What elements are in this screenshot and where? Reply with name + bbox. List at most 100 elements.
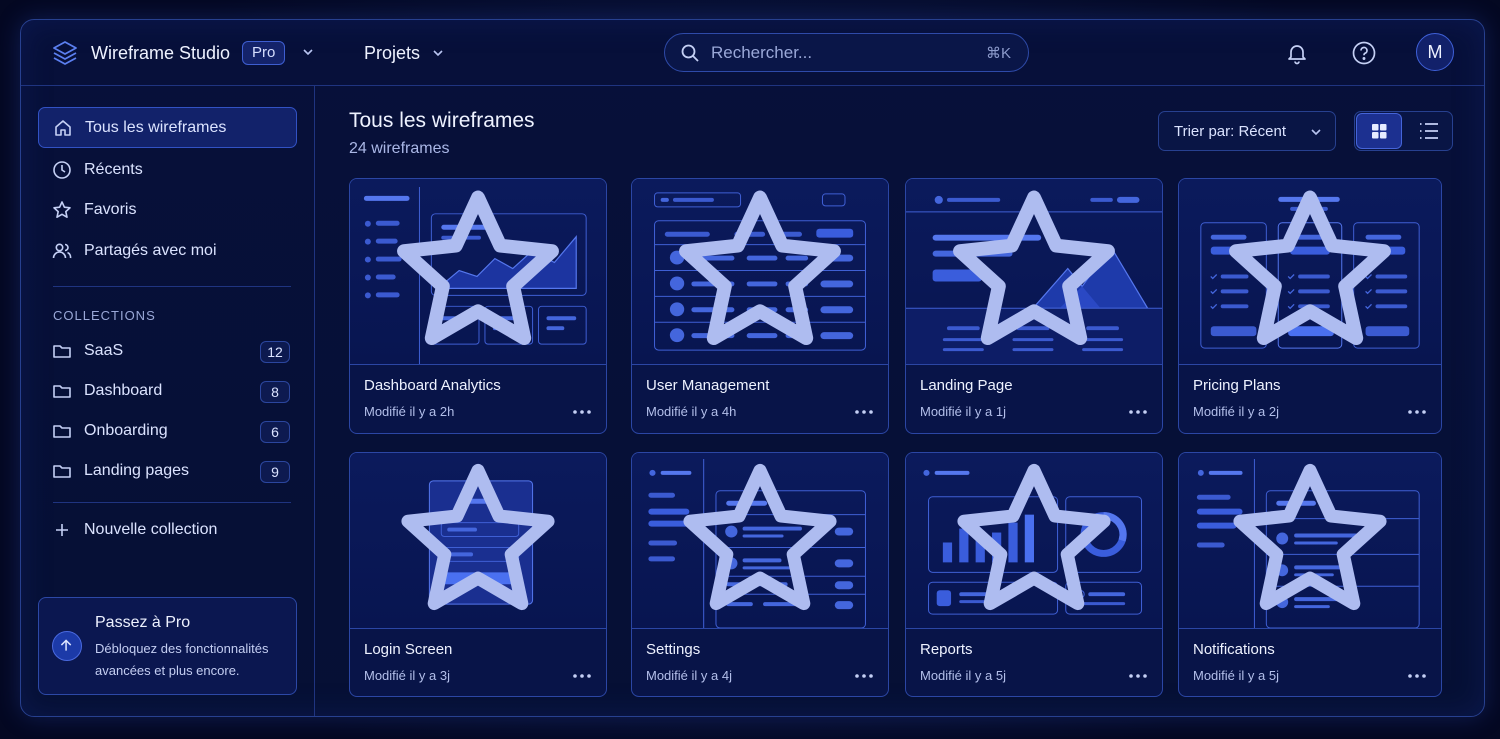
promo-title: Passez à Pro: [95, 614, 191, 631]
list-view-button[interactable]: [1407, 113, 1451, 149]
wireframe-thumbnail: [1179, 453, 1441, 629]
plus-icon: [56, 524, 68, 536]
plan-badge: Pro: [242, 41, 286, 65]
collection-count: 12: [260, 341, 290, 363]
sidebar-item-all-wireframes[interactable]: Tous les wireframes: [38, 107, 297, 148]
wireframe-card[interactable]: Notifications Modifié il y a 5j: [1178, 452, 1442, 697]
folder-icon: [53, 425, 71, 438]
more-icon[interactable]: [1128, 408, 1148, 416]
collection-item-saas[interactable]: SaaS 12: [38, 331, 297, 372]
wireframe-thumbnail: [632, 453, 888, 629]
folder-icon: [53, 385, 71, 398]
card-title: Pricing Plans: [1193, 377, 1281, 394]
wireframe-card[interactable]: Pricing Plans Modifié il y a 2j: [1178, 178, 1442, 434]
sidebar: Tous les wireframes Récents Favoris Part…: [21, 86, 315, 716]
view-toggle: [1354, 111, 1453, 151]
more-icon[interactable]: [854, 408, 874, 416]
star-icon[interactable]: [632, 453, 888, 628]
wireframe-thumbnail: [906, 453, 1162, 629]
card-title: Landing Page: [920, 377, 1013, 394]
wireframe-card[interactable]: Landing Page Modifié il y a 1j: [905, 178, 1163, 434]
sort-label: Trier par: Récent: [1174, 123, 1286, 140]
wireframe-card[interactable]: User Management Modifié il y a 4h: [631, 178, 889, 434]
chevron-down-icon[interactable]: [301, 45, 315, 59]
search-input[interactable]: [711, 43, 971, 63]
wireframe-card[interactable]: Login Screen Modifié il y a 3j: [349, 452, 607, 697]
collection-item-landing-pages[interactable]: Landing pages 9: [38, 451, 297, 492]
more-icon[interactable]: [1407, 672, 1427, 680]
more-icon[interactable]: [572, 408, 592, 416]
wireframe-card[interactable]: Reports Modifié il y a 5j: [905, 452, 1163, 697]
card-modified: Modifié il y a 1j: [920, 404, 1006, 419]
wireframe-thumbnail: [906, 179, 1162, 365]
sidebar-item-label: Partagés avec moi: [84, 242, 217, 259]
sidebar-item-label: Récents: [84, 161, 143, 178]
star-icon[interactable]: [1179, 453, 1441, 628]
collection-label: Landing pages: [84, 462, 189, 479]
card-modified: Modifié il y a 2h: [364, 404, 455, 419]
more-icon[interactable]: [572, 672, 592, 680]
grid-view-button[interactable]: [1356, 113, 1402, 149]
wireframe-thumbnail: [350, 453, 606, 629]
card-title: Login Screen: [364, 641, 453, 658]
search-bar[interactable]: ⌘K: [664, 33, 1029, 72]
more-icon[interactable]: [1407, 408, 1427, 416]
star-icon: [53, 201, 71, 218]
star-icon[interactable]: [1179, 179, 1441, 364]
card-modified: Modifié il y a 5j: [920, 668, 1006, 683]
wireframe-card[interactable]: Dashboard Analytics Modifié il y a 2h: [349, 178, 607, 434]
wireframe-thumbnail: [350, 179, 606, 365]
sidebar-item-shared[interactable]: Partagés avec moi: [38, 231, 297, 272]
projects-menu[interactable]: Projets: [364, 43, 421, 63]
wireframe-thumbnail: [1179, 179, 1441, 365]
collection-label: Onboarding: [84, 422, 168, 439]
sidebar-item-recents[interactable]: Récents: [38, 150, 297, 191]
card-modified: Modifié il y a 5j: [1193, 668, 1279, 683]
collection-item-onboarding[interactable]: Onboarding 6: [38, 411, 297, 452]
more-icon[interactable]: [1128, 672, 1148, 680]
wireframe-thumbnail: [632, 179, 888, 365]
card-title: Notifications: [1193, 641, 1275, 658]
card-title: Settings: [646, 641, 701, 658]
more-icon[interactable]: [854, 672, 874, 680]
chevron-down-icon: [1311, 129, 1321, 136]
star-icon[interactable]: [632, 179, 888, 364]
chevron-down-icon[interactable]: [431, 46, 445, 60]
folder-icon: [53, 345, 71, 358]
search-icon: [681, 44, 699, 62]
collection-item-dashboard[interactable]: Dashboard 8: [38, 371, 297, 412]
sidebar-divider: [53, 286, 291, 287]
sidebar-item-favorites[interactable]: Favoris: [38, 190, 297, 231]
landing-wireframe-preview: [906, 195, 1162, 364]
collections-heading: COLLECTIONS: [53, 308, 156, 323]
collection-count: 6: [260, 421, 290, 443]
promo-text: Débloquez des fonctionnalités avancées e…: [95, 641, 269, 678]
upgrade-promo-card[interactable]: Passez à Pro Débloquez des fonctionnalit…: [38, 597, 297, 695]
brand-name[interactable]: Wireframe Studio: [91, 43, 231, 63]
layers-logo-icon[interactable]: [51, 39, 79, 67]
collection-label: SaaS: [84, 342, 124, 359]
sidebar-divider: [53, 502, 291, 503]
list-icon: [1420, 123, 1438, 139]
sort-dropdown[interactable]: Trier par: Récent: [1158, 111, 1336, 151]
star-icon[interactable]: [906, 179, 1162, 364]
star-icon[interactable]: [350, 179, 606, 364]
folder-icon: [53, 465, 71, 478]
top-bar: Wireframe Studio Pro Projets ⌘K M: [21, 20, 1484, 86]
star-icon[interactable]: [350, 453, 606, 628]
star-icon[interactable]: [906, 453, 1162, 628]
clock-icon: [53, 161, 71, 179]
card-modified: Modifié il y a 4j: [646, 668, 732, 683]
wireframe-card[interactable]: Settings Modifié il y a 4j: [631, 452, 889, 697]
help-icon[interactable]: [1351, 40, 1377, 66]
search-shortcut: ⌘K: [985, 45, 1011, 62]
sidebar-item-label: Tous les wireframes: [85, 119, 227, 136]
card-modified: Modifié il y a 2j: [1193, 404, 1279, 419]
avatar[interactable]: M: [1416, 33, 1454, 71]
new-collection-label: Nouvelle collection: [84, 521, 218, 538]
card-modified: Modifié il y a 3j: [364, 668, 450, 683]
new-collection-button[interactable]: Nouvelle collection: [38, 510, 297, 551]
card-title: Dashboard Analytics: [364, 377, 501, 394]
collection-label: Dashboard: [84, 382, 163, 399]
bell-icon[interactable]: [1285, 41, 1309, 65]
